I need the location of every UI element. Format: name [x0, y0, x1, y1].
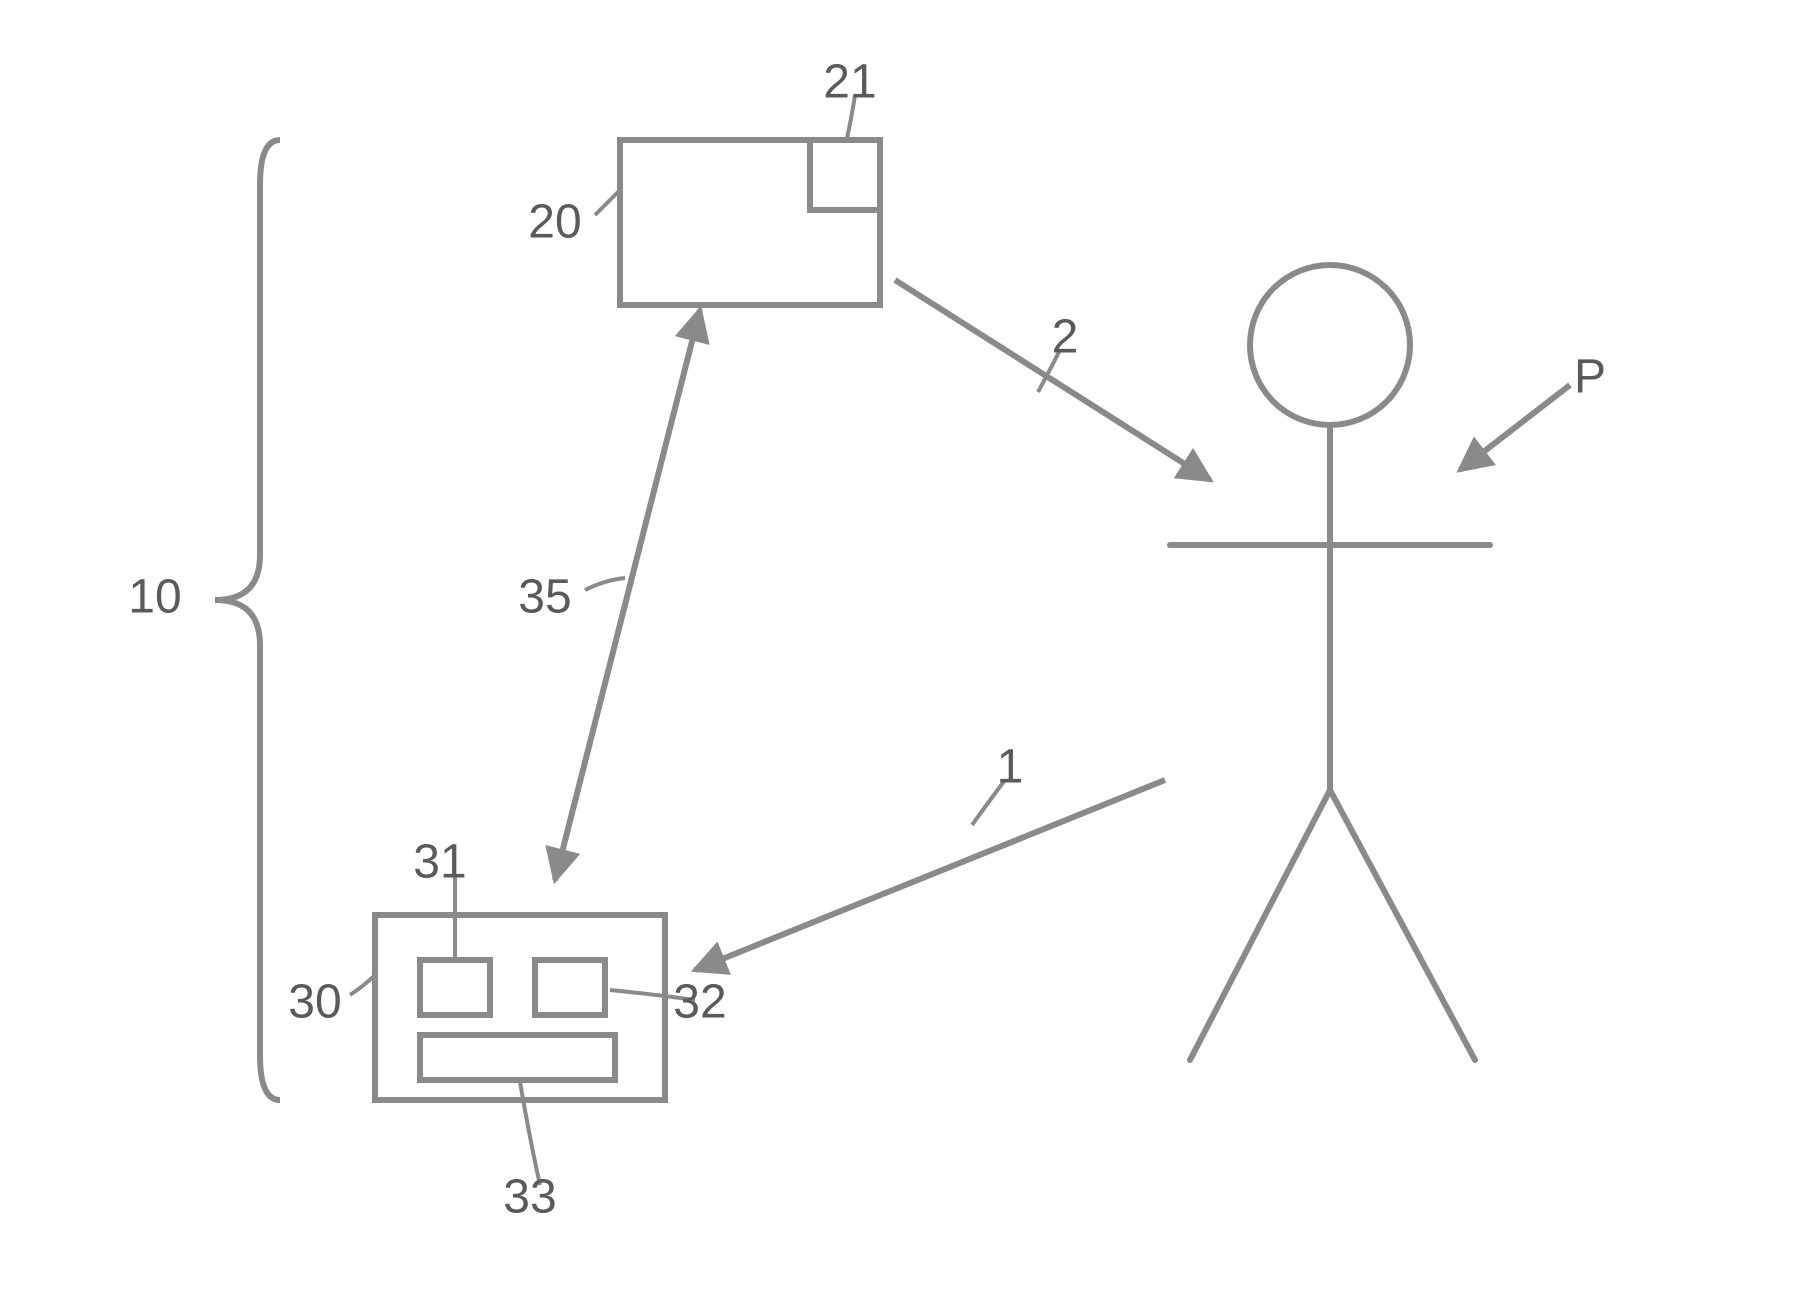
- box33: [420, 1035, 615, 1080]
- box20: [620, 140, 880, 305]
- arrow-aP: [1460, 385, 1570, 470]
- label-31: 31: [413, 836, 466, 889]
- box21: [810, 140, 880, 210]
- leader-l20: [595, 190, 620, 215]
- leader-l30: [350, 975, 375, 995]
- arrow-a35: [555, 310, 700, 880]
- box31: [420, 960, 490, 1015]
- label-2: 2: [1052, 311, 1079, 364]
- label-P: P: [1574, 351, 1606, 404]
- label-10: 10: [128, 571, 181, 624]
- leader-l35: [585, 578, 625, 590]
- label-35: 35: [518, 571, 571, 624]
- label-33: 33: [503, 1171, 556, 1224]
- person-figure: [1170, 265, 1490, 1060]
- label-32: 32: [673, 976, 726, 1029]
- box32: [535, 960, 605, 1015]
- label-21: 21: [823, 56, 876, 109]
- arrow-a1: [695, 780, 1165, 970]
- label-1: 1: [997, 741, 1024, 794]
- label-30: 30: [288, 976, 341, 1029]
- brace-10: [215, 140, 280, 1100]
- label-20: 20: [528, 196, 581, 249]
